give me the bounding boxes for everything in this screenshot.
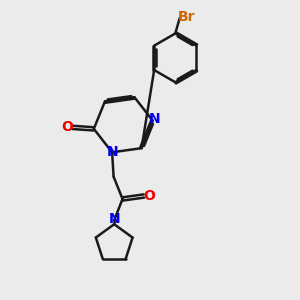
Text: N: N <box>108 212 120 226</box>
Text: N: N <box>148 112 160 126</box>
Text: O: O <box>143 189 155 203</box>
Text: Br: Br <box>178 10 195 23</box>
Text: O: O <box>61 120 73 134</box>
Text: N: N <box>106 145 118 159</box>
